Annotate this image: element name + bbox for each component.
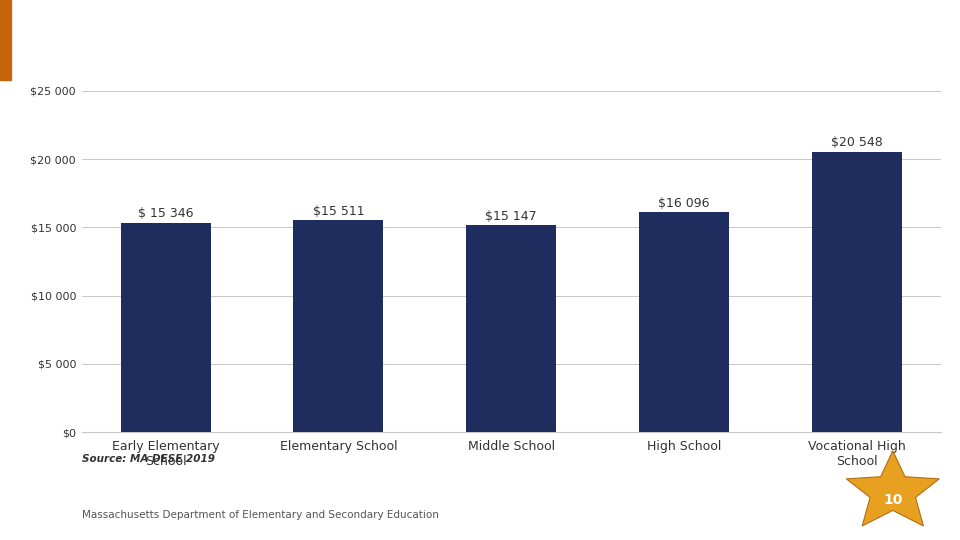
Text: $16 096: $16 096 [659, 197, 709, 210]
Text: $20 548: $20 548 [831, 136, 882, 149]
Text: $ 15 346: $ 15 346 [138, 207, 193, 220]
Text: Average per pupil expenditures are higher in high schools: Average per pupil expenditures are highe… [21, 28, 798, 52]
Text: Source: MA DESE 2019: Source: MA DESE 2019 [82, 454, 215, 464]
Text: $15 147: $15 147 [486, 210, 537, 223]
Bar [467, 225, 556, 432]
Text: $15 511: $15 511 [313, 205, 364, 218]
Bar [0, 0, 11, 80]
Bar [121, 222, 210, 432]
Bar [812, 152, 901, 432]
Text: 10: 10 [883, 493, 902, 507]
Bar [639, 212, 729, 432]
Bar [294, 220, 383, 432]
Polygon shape [847, 451, 939, 526]
Text: Massachusetts Department of Elementary and Secondary Education: Massachusetts Department of Elementary a… [82, 510, 439, 521]
